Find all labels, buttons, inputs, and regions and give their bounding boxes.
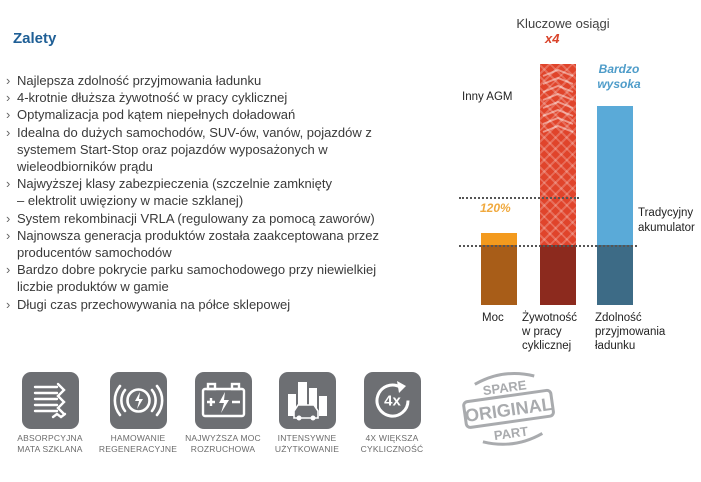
list-item: 4-krotnie dłuższa żywotność w pracy cykl… [6, 89, 436, 106]
regenerative-braking-icon [110, 372, 167, 429]
cycle-4x-icon: 4x [364, 372, 421, 429]
feature-label: 4X WIĘKSZA CYKLICZNOŚĆ [360, 433, 424, 454]
city-traffic-icon [279, 372, 336, 429]
chart-title: Kluczowe osiągi [516, 16, 610, 31]
data-label-power: 120% [480, 201, 511, 215]
svg-text:4x: 4x [384, 393, 401, 410]
chart-bar [481, 232, 517, 245]
glass-mat-icon [22, 372, 79, 429]
category-label-lifetime: Żywotność w pracy cyklicznej [522, 312, 577, 352]
reference-line-traditional [459, 244, 637, 247]
feature-label: HAMOWANIE REGENERACYJNE [98, 433, 178, 454]
reference-label-agm: Inny AGM [462, 91, 513, 103]
feature-label: ABSORPCYJNA MATA SZKLANA [17, 433, 83, 454]
spare-original-part-stamp: SPARE ORIGINAL PART [453, 368, 563, 461]
chart-bar-base [597, 244, 633, 305]
list-item: Optymalizacja pod kątem niepełnych doład… [6, 106, 436, 123]
chart-bar [597, 106, 633, 245]
list-item: Długi czas przechowywania na półce sklep… [6, 296, 436, 313]
stamp-text: SPARE [482, 377, 528, 398]
chart-bar-base [481, 244, 517, 305]
reference-label-traditional: Tradycyjny akumulator [638, 207, 695, 234]
chevron-pattern-icon [540, 64, 576, 197]
list-item: Najnowsza generacja produktów została za… [6, 227, 436, 261]
list-item: Idealna do dużych samochodów, SUV-ów, va… [6, 124, 436, 176]
chart-bar [540, 64, 576, 245]
data-label-lifetime: x4 [545, 31, 560, 46]
benefits-list: Najlepsza zdolność przyjmowania ładunku … [6, 72, 436, 313]
reference-line-agm [459, 196, 579, 199]
list-item: Najlepsza zdolność przyjmowania ładunku [6, 72, 436, 89]
category-label-power: Moc [482, 312, 504, 324]
list-item: Najwyższej klasy zabezpieczenia (szczeln… [6, 175, 436, 209]
feature-label: NAJWYŻSZA MOC ROZRUCHOWA [185, 433, 261, 454]
battery-spark-icon [195, 372, 252, 429]
list-item: Bardzo dobre pokrycie parku samochodoweg… [6, 261, 436, 295]
chart-bar-base [540, 244, 576, 305]
feature-label: INTENSYWNE UŻYTKOWANIE [274, 433, 340, 454]
data-label-charge-acceptance: Bardzo wysoka [597, 62, 641, 91]
stamp-text: PART [493, 423, 529, 443]
section-title: Zalety [13, 30, 57, 47]
list-item: System rekombinacji VRLA (regulowany za … [6, 210, 436, 227]
category-label-charge-acceptance: Zdolność przyjmowania ładunku [595, 312, 666, 352]
